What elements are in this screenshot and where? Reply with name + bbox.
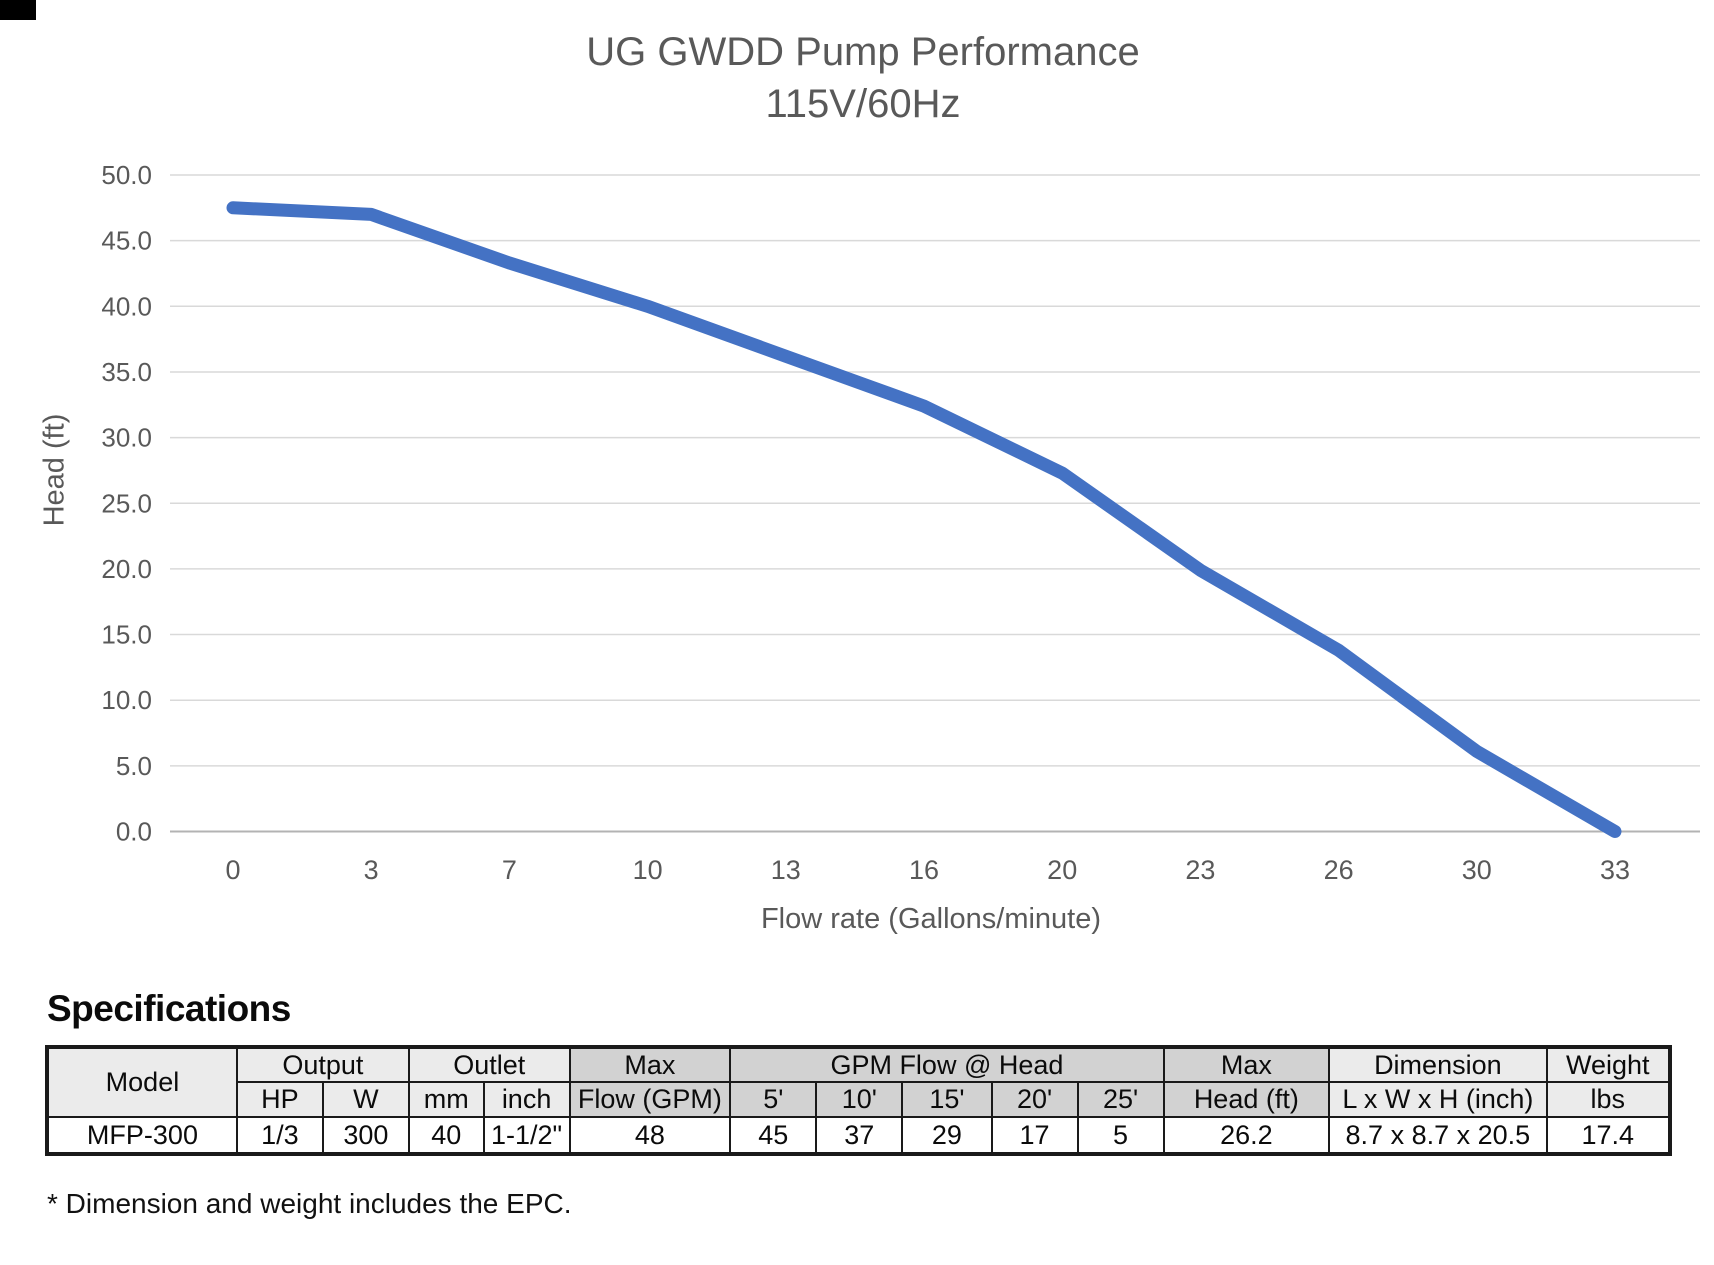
- x-axis-tick-label: 33: [1600, 855, 1630, 885]
- y-axis-tick-label: 20.0: [101, 554, 152, 584]
- cell-output-w: 300: [321, 1116, 410, 1155]
- y-axis-tick-label: 35.0: [101, 357, 152, 387]
- col-header-head-25ft: 25': [1076, 1081, 1165, 1118]
- cell-gpm-at-10ft: 37: [815, 1116, 904, 1155]
- col-header-head-15ft: 15': [901, 1081, 993, 1118]
- x-axis-tick-label: 20: [1047, 855, 1077, 885]
- col-group-max-flow: Max: [568, 1046, 732, 1083]
- col-header-max-head-ft: Head (ft): [1162, 1081, 1331, 1118]
- cell-gpm-at-5ft: 45: [729, 1116, 818, 1155]
- cell-gpm-at-15ft: 29: [901, 1116, 993, 1155]
- x-axis-tick-label: 10: [633, 855, 663, 885]
- col-group-max-head: Max: [1162, 1046, 1331, 1083]
- y-axis-tick-label: 25.0: [101, 488, 152, 518]
- y-axis-tick-label: 30.0: [101, 423, 152, 453]
- col-header-model: Model: [46, 1046, 238, 1118]
- col-group-output: Output: [235, 1046, 410, 1083]
- cell-max-flow-gpm: 48: [568, 1116, 732, 1155]
- head-vs-flow-series-line: [226, 201, 1622, 838]
- chart-plot-area: 0.0 5.0 10.0 15.0 20.0 25.0 30.0 35.0 40.0 45.0 50…: [101, 160, 1700, 885]
- table-footnote: * Dimension and weight includes the EPC.: [47, 1188, 572, 1219]
- x-axis-tick-label: 0: [225, 855, 240, 885]
- col-group-gpm-flow-at-head: GPM Flow @ Head: [729, 1046, 1165, 1083]
- specifications-table: Model Output Outlet Max GPM Flow @ Head …: [45, 1045, 1672, 1156]
- x-axis-tick-label: 23: [1185, 855, 1215, 885]
- x-axis-tick-label: 3: [364, 855, 379, 885]
- chart-title-line2: 115V/60Hz: [765, 82, 961, 126]
- x-axis-tick-label: 26: [1324, 855, 1354, 885]
- specifications-heading: Specifications: [47, 988, 291, 1029]
- x-axis-tick-label: 7: [502, 855, 517, 885]
- cell-gpm-at-20ft: 17: [990, 1116, 1079, 1155]
- y-axis-tick-label: 40.0: [101, 291, 152, 321]
- cell-outlet-mm: 40: [407, 1116, 485, 1155]
- cell-gpm-at-25ft: 5: [1076, 1116, 1165, 1155]
- col-header-w: W: [321, 1081, 410, 1118]
- col-group-outlet: Outlet: [407, 1046, 571, 1083]
- y-axis-title: Head (ft): [38, 413, 71, 527]
- x-axis-tick-label: 13: [771, 855, 801, 885]
- y-axis-tick-label: 5.0: [116, 751, 152, 781]
- cell-model: MFP-300: [46, 1116, 238, 1155]
- col-header-head-5ft: 5': [729, 1081, 818, 1118]
- x-axis-tick-label: 16: [909, 855, 939, 885]
- cell-output-hp: 1/3: [235, 1116, 324, 1155]
- y-axis-tick-label: 50.0: [101, 160, 152, 190]
- col-header-flow-gpm: Flow (GPM): [568, 1081, 732, 1118]
- col-header-mm: mm: [407, 1081, 485, 1118]
- col-header-head-20ft: 20': [990, 1081, 1079, 1118]
- cell-outlet-inch: 1-1/2": [482, 1116, 571, 1155]
- cell-max-head-ft: 26.2: [1162, 1116, 1331, 1155]
- spec-data-row-mfp300: MFP-300 1/3 300 40 1-1/2" 48 45 37 29 17…: [46, 1116, 1672, 1155]
- y-axis-tick-label: 45.0: [101, 226, 152, 256]
- spec-header-row-1: Model Output Outlet Max GPM Flow @ Head …: [46, 1046, 1672, 1118]
- col-header-lbs: lbs: [1545, 1081, 1672, 1118]
- y-axis-tick-label: 15.0: [101, 620, 152, 650]
- y-axis-tick-label: 10.0: [101, 685, 152, 715]
- cell-weight-lbs: 17.4: [1545, 1116, 1672, 1155]
- chart-title: UG GWDD Pump Performance 115V/60Hz: [0, 26, 1714, 130]
- col-header-inch: inch: [482, 1081, 571, 1118]
- chart-title-line1: UG GWDD Pump Performance: [586, 30, 1140, 74]
- col-group-dimension: Dimension: [1328, 1046, 1548, 1083]
- x-axis-tick-label: 30: [1462, 855, 1492, 885]
- spec-header-row-2: HP W mm inch Flow (GPM) 5' 10' 15' 20' 2…: [47, 1081, 1672, 1118]
- y-axis-tick-label: 0.0: [116, 817, 152, 847]
- col-group-weight: Weight: [1545, 1046, 1672, 1083]
- x-axis-title: Flow rate (Gallons/minute): [760, 903, 1102, 935]
- cell-dimension: 8.7 x 8.7 x 20.5: [1328, 1116, 1548, 1155]
- col-header-head-10ft: 10': [815, 1081, 904, 1118]
- col-header-hp: HP: [235, 1081, 324, 1118]
- scan-corner-artifact: [0, 0, 36, 20]
- col-header-lwh-inch: L x W x H (inch): [1328, 1081, 1548, 1118]
